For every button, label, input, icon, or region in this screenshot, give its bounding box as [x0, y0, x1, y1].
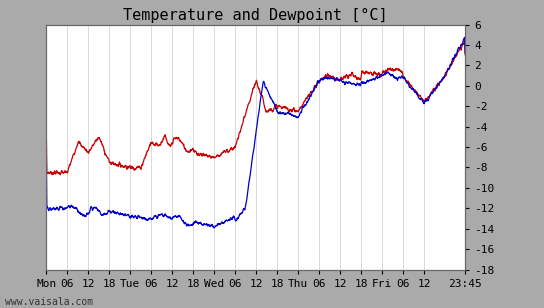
Title: Temperature and Dewpoint [°C]: Temperature and Dewpoint [°C]	[123, 8, 388, 23]
Text: www.vaisala.com: www.vaisala.com	[5, 297, 94, 307]
